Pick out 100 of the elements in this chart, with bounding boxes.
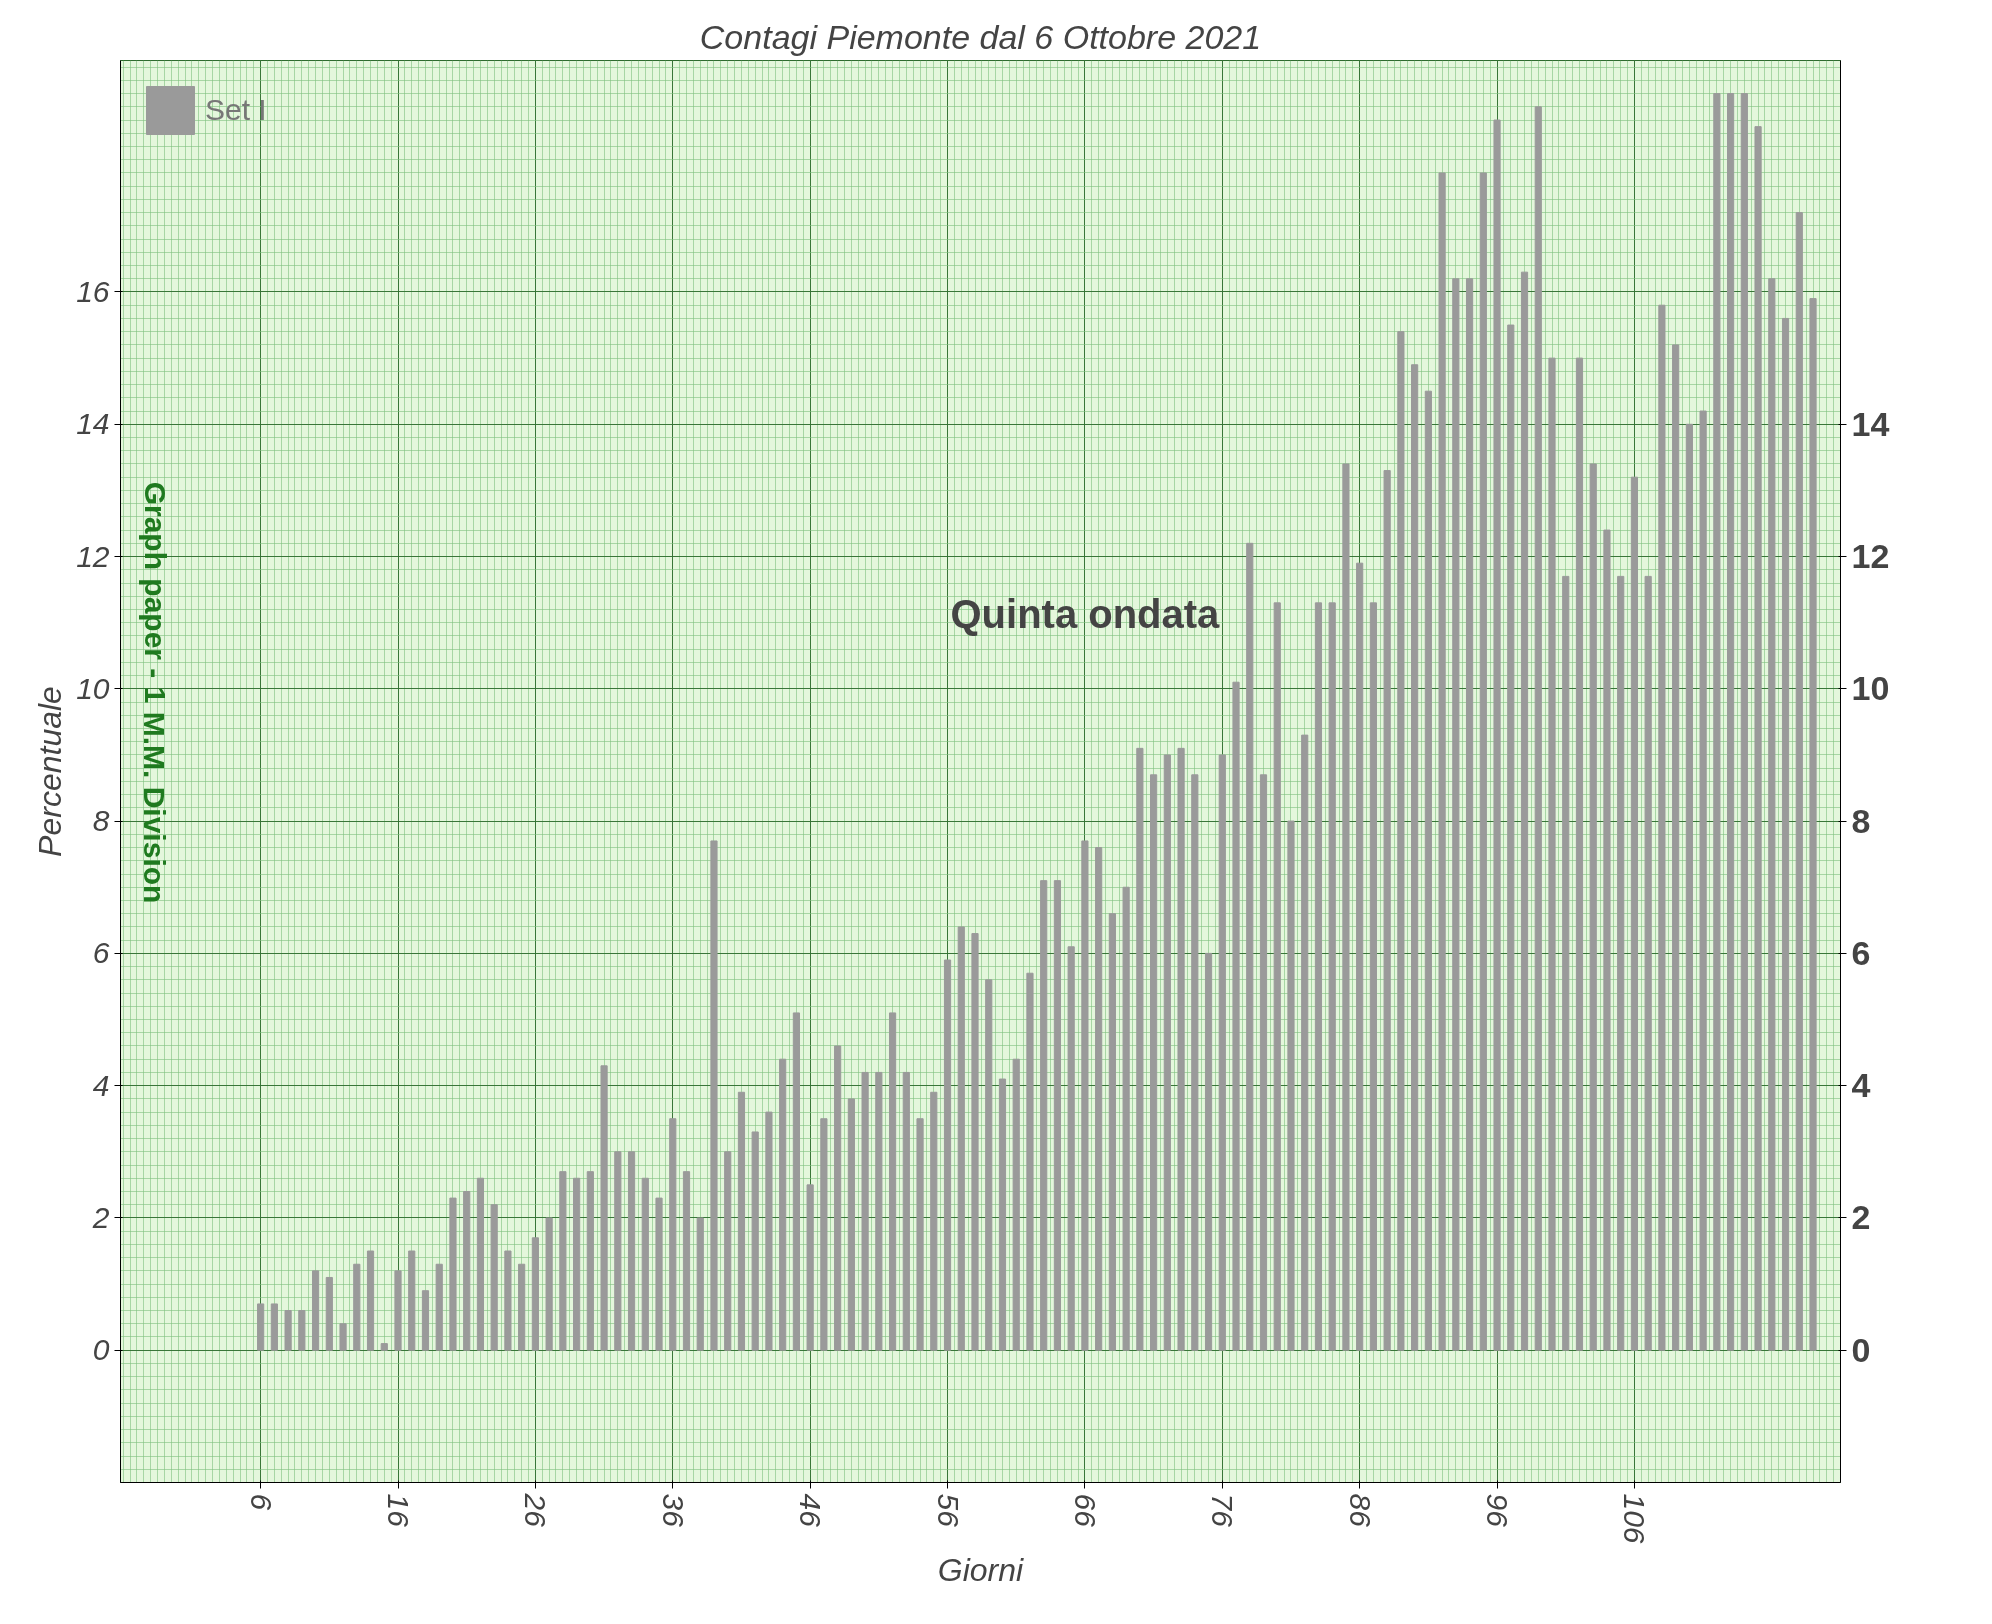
bar [1040,880,1048,1351]
bar [1795,212,1803,1351]
bar [257,1303,265,1351]
bar [1740,93,1748,1351]
annotation: Quinta ondata [950,591,1221,636]
bar [1328,602,1336,1351]
x-axis-title: Giorni [937,1551,1025,1588]
y2-tick-label: 4 [1851,1066,1871,1105]
bar [1672,344,1680,1351]
bar [504,1250,512,1351]
bar [1342,463,1350,1351]
y-tick-label: 2 [91,1200,110,1234]
y-tick-label: 12 [76,539,110,573]
bar [490,1204,498,1351]
y-tick-label: 16 [76,274,110,308]
bar [971,933,979,1351]
bar [1397,331,1405,1351]
bar [1314,602,1323,1351]
bar [724,1151,732,1351]
y-tick-label: 14 [76,407,110,441]
y-tick-label: 10 [76,671,110,705]
bar [1548,357,1556,1351]
bar [861,1071,869,1351]
bar [998,1078,1007,1351]
bar [270,1303,278,1351]
bar [476,1177,485,1351]
bar [1685,423,1693,1351]
bar [1095,847,1103,1351]
x-tick-label: 26 [519,1492,553,1528]
y2-tick-label: 0 [1851,1330,1871,1369]
x-tick-label: 56 [931,1493,965,1528]
bar [1575,357,1584,1351]
bar [1644,575,1652,1351]
bar [366,1250,375,1351]
bar [1507,324,1515,1351]
bar [1768,278,1776,1351]
bar [1493,119,1501,1351]
bar [1163,754,1171,1351]
bar [847,1098,855,1351]
y-tick-label: 8 [92,804,110,838]
bar [779,1058,787,1351]
bar [1781,317,1790,1351]
bar [449,1197,457,1351]
bar [1232,681,1240,1351]
bar [669,1118,677,1351]
bar [1617,575,1625,1351]
bar [985,979,993,1351]
bar [1067,946,1075,1351]
bar [1136,747,1144,1351]
bar [1411,364,1419,1351]
bar [930,1091,938,1351]
bar [916,1118,924,1351]
y-tick-label: 4 [92,1068,110,1102]
chart-title: Contagi Piemonte dal 6 Ottobre 2021 [699,17,1262,56]
bar [1177,747,1185,1351]
y-axis-title: Percentuale [32,686,69,857]
x-tick-label: 66 [1068,1493,1102,1528]
bar [1727,93,1735,1351]
x-tick-label: 46 [794,1493,828,1528]
x-tick-label: 16 [382,1493,416,1528]
bar [325,1276,333,1351]
y2-tick-label: 8 [1851,801,1871,840]
bar [875,1071,883,1351]
bar [1630,476,1639,1351]
bar [1658,304,1666,1351]
bar [765,1111,773,1351]
bar [820,1118,828,1351]
bar [655,1197,663,1351]
bar [1603,529,1611,1351]
bar [435,1263,443,1351]
bar [737,1091,746,1351]
bar [751,1131,759,1351]
bar [573,1177,581,1351]
bar [1246,542,1254,1351]
bar [710,840,718,1351]
y2-tick-label: 2 [1851,1198,1871,1237]
bar [1026,972,1034,1351]
bar [806,1184,814,1351]
x-tick-label: 86 [1343,1493,1377,1528]
bar [1562,575,1570,1351]
bar [600,1065,608,1351]
bar [1424,390,1432,1351]
bar [284,1310,292,1351]
bar [641,1177,649,1351]
x-tick-label: 36 [656,1493,690,1528]
bar [888,1012,897,1351]
bar [1452,278,1460,1351]
bar [1191,774,1199,1351]
bar [559,1171,567,1351]
bar [298,1310,306,1351]
annotation: Graph paper - 1 M.M. Division [138,481,172,904]
legend-label: Set I [205,93,267,127]
bar [1369,602,1377,1351]
bar [614,1151,622,1351]
bar [531,1237,539,1351]
bar [1383,470,1391,1351]
bar [545,1217,553,1351]
bar [421,1290,430,1351]
x-tick-label: 96 [1481,1493,1515,1528]
bar [792,1012,800,1351]
